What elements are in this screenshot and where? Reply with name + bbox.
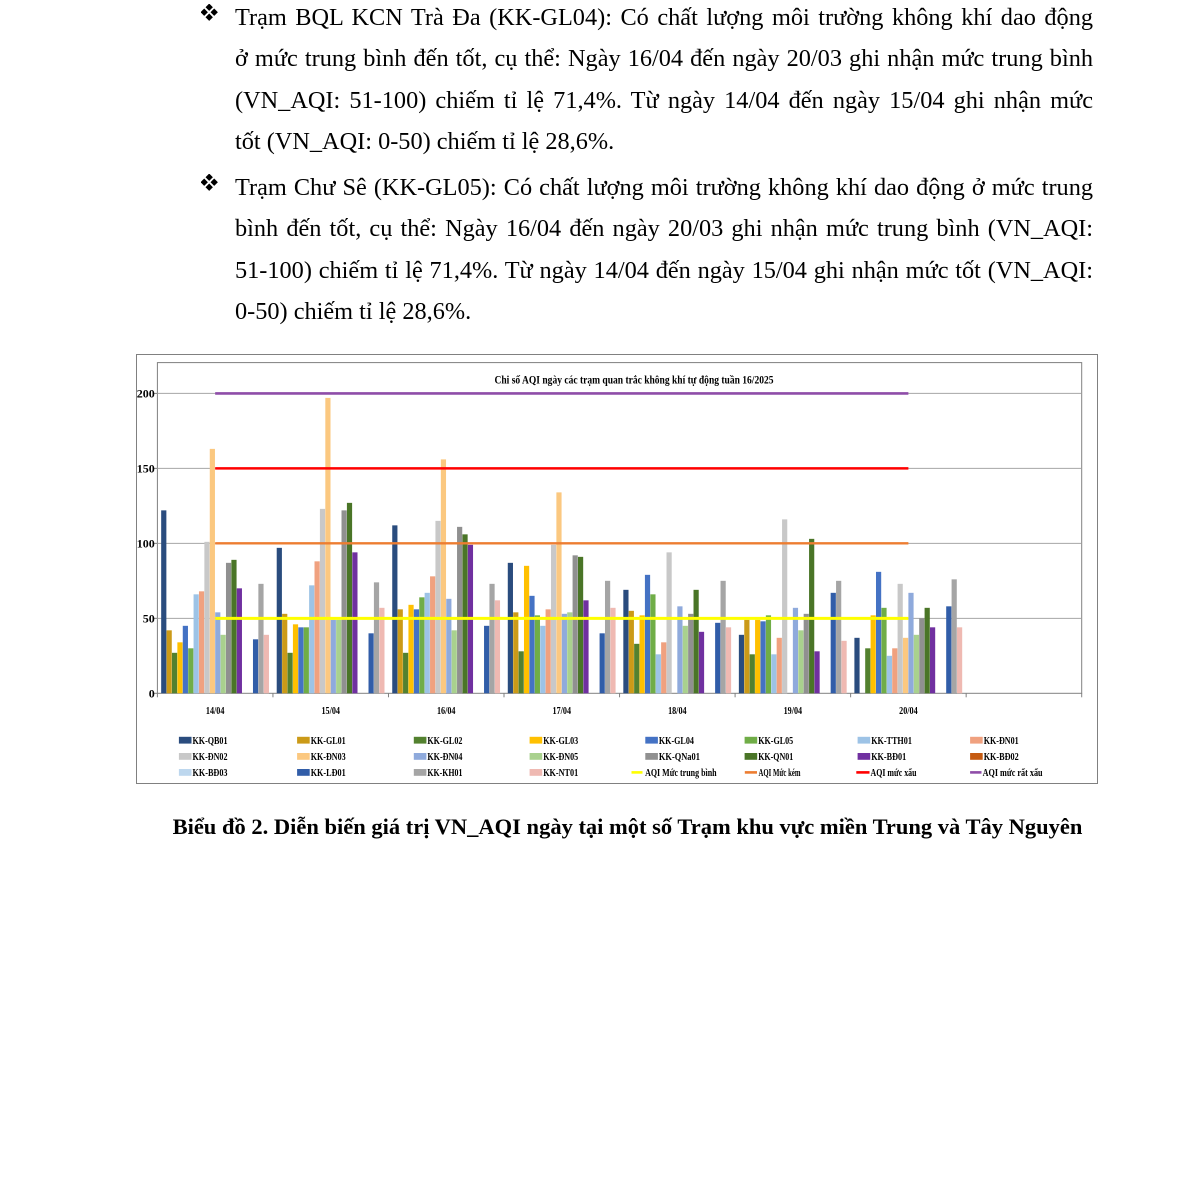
svg-text:KK-TTH01: KK-TTH01 <box>871 735 912 747</box>
svg-text:150: 150 <box>137 461 155 475</box>
svg-text:0: 0 <box>149 686 155 700</box>
svg-text:KK-GL01: KK-GL01 <box>311 735 346 747</box>
svg-text:KK-QNa01: KK-QNa01 <box>659 751 700 763</box>
svg-text:KK-QB01: KK-QB01 <box>193 735 228 747</box>
svg-text:KK-GL04: KK-GL04 <box>659 735 694 747</box>
svg-text:KK-ĐN04: KK-ĐN04 <box>427 751 462 763</box>
svg-text:100: 100 <box>137 536 155 550</box>
svg-text:KK-NT01: KK-NT01 <box>543 767 578 779</box>
svg-text:KK-QN01: KK-QN01 <box>758 751 793 763</box>
svg-text:KK-ĐN05: KK-ĐN05 <box>543 751 578 763</box>
svg-text:AQI mức xấu: AQI mức xấu <box>871 767 917 779</box>
svg-text:AQI mức rất xấu: AQI mức rất xấu <box>983 767 1043 779</box>
svg-text:50: 50 <box>143 611 155 625</box>
svg-text:Chi số AQI ngày các trạm quan: Chi số AQI ngày các trạm quan trắc không… <box>495 374 774 387</box>
svg-text:KK-BĐ02: KK-BĐ02 <box>984 751 1019 763</box>
svg-text:KK-ĐN01: KK-ĐN01 <box>984 735 1019 747</box>
svg-text:200: 200 <box>137 387 155 401</box>
svg-text:KK-ĐN03: KK-ĐN03 <box>311 751 346 763</box>
svg-text:18/04: 18/04 <box>668 705 687 717</box>
svg-text:KK-ĐN02: KK-ĐN02 <box>193 751 228 763</box>
svg-text:16/04: 16/04 <box>437 705 456 717</box>
svg-text:KK-GL05: KK-GL05 <box>758 735 793 747</box>
svg-text:AQI Mức trung bình: AQI Mức trung bình <box>645 767 717 779</box>
svg-text:KK-GL03: KK-GL03 <box>543 735 578 747</box>
svg-text:19/04: 19/04 <box>784 705 803 717</box>
svg-text:KK-LĐ01: KK-LĐ01 <box>311 767 346 779</box>
svg-text:KK-GL02: KK-GL02 <box>427 735 462 747</box>
svg-text:14/04: 14/04 <box>206 705 225 717</box>
svg-text:15/04: 15/04 <box>321 705 340 717</box>
svg-text:AQI Mức kém: AQI Mức kém <box>759 767 801 779</box>
svg-text:KK-BĐ01: KK-BĐ01 <box>871 751 906 763</box>
svg-text:17/04: 17/04 <box>553 705 572 717</box>
svg-text:KK-BĐ03: KK-BĐ03 <box>193 767 228 779</box>
svg-text:KK-KH01: KK-KH01 <box>427 767 462 779</box>
svg-text:20/04: 20/04 <box>899 705 918 717</box>
